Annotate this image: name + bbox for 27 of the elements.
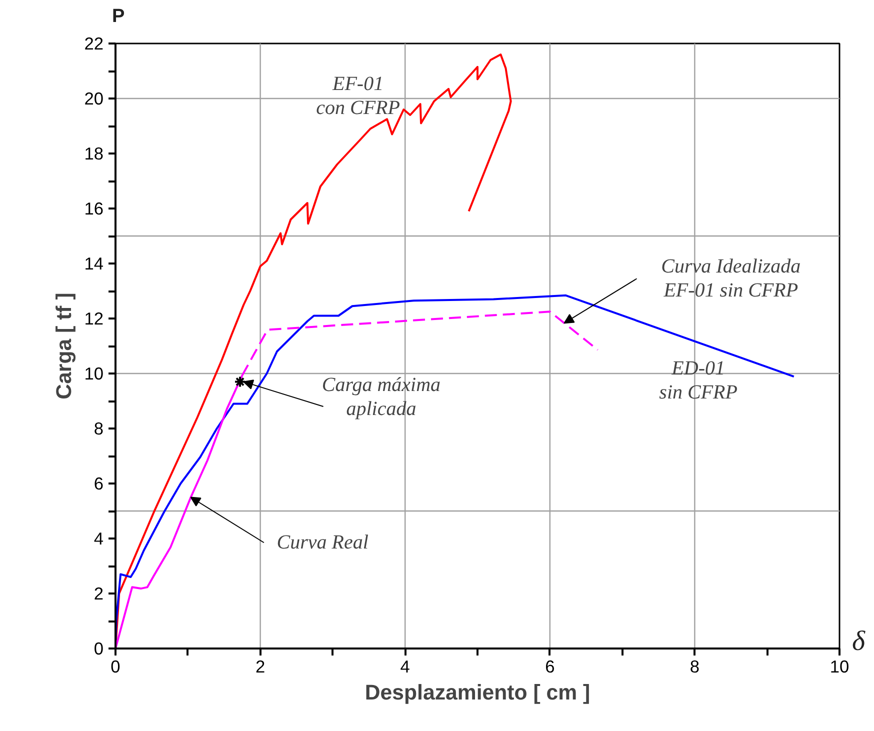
x-tick-label: 0 [110, 656, 120, 676]
y-tick-label: 18 [84, 144, 104, 164]
series-label: EF-01 con CFRP [316, 72, 400, 119]
y-tick-label: 14 [84, 254, 104, 274]
x-tick-label: 2 [255, 656, 266, 676]
x-tick-label: 4 [400, 656, 410, 676]
y-tick-label: 22 [84, 34, 104, 54]
y-tick-label: 20 [84, 88, 104, 108]
y-tick-label: 6 [94, 474, 104, 494]
y-tick-label: 12 [84, 308, 104, 328]
text: Curva Real [276, 532, 369, 554]
axis-symbol: δ [852, 626, 866, 658]
y-tick-label: 4 [94, 528, 104, 548]
y-tick-label: 16 [84, 198, 104, 218]
axis-symbol: P [112, 6, 125, 28]
y-tick-label: 0 [94, 638, 104, 658]
annotation: Carga máxima aplicada [322, 374, 441, 420]
x-tick-label: 6 [545, 656, 555, 676]
x-tick-label: 8 [690, 656, 700, 676]
text: Curva Idealizada EF-01 sin CFRP [661, 256, 801, 302]
y-axis-title: Carga [ tf ] [52, 292, 76, 400]
y-tick-label: 10 [84, 364, 104, 384]
x-tick-label: 10 [830, 656, 850, 676]
y-tick-label: 8 [94, 418, 104, 438]
x-axis-title: Desplazamiento [ cm ] [364, 680, 590, 704]
y-tick-label: 2 [94, 584, 104, 604]
series-label: ED-01 sin CFRP [659, 357, 738, 404]
